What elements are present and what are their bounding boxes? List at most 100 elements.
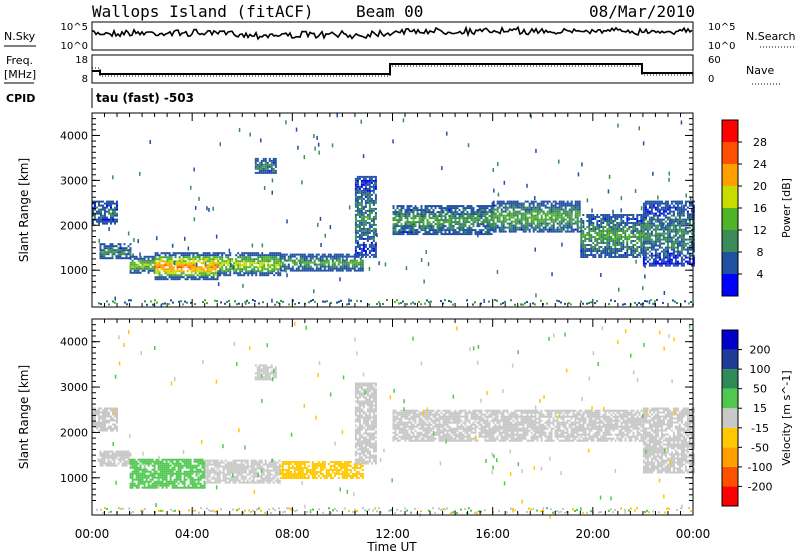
echo-cell — [249, 272, 251, 274]
echo-cell — [667, 257, 669, 259]
echo-cell — [501, 225, 503, 227]
echo-cell — [596, 214, 598, 216]
echo-cell — [481, 229, 483, 231]
echo-cell — [618, 250, 620, 252]
echo-cell — [594, 250, 596, 252]
echo-cell — [413, 231, 415, 233]
echo-cell — [359, 214, 361, 216]
echo-cell — [545, 227, 547, 229]
echo-cell — [116, 251, 118, 253]
echo-cell — [326, 266, 328, 268]
echo-cell — [651, 235, 653, 237]
speckle-echo — [193, 168, 195, 172]
echo-cell — [529, 231, 531, 233]
echo-cell — [685, 255, 687, 257]
echo-cell — [171, 254, 173, 256]
echo-cell — [495, 213, 497, 215]
echo-cell — [138, 469, 140, 471]
echo-cell — [441, 231, 443, 233]
echo-cell — [645, 209, 647, 211]
echo-cell — [363, 226, 365, 228]
echo-cell — [431, 227, 433, 229]
echo-cell — [144, 270, 146, 272]
echo-cell — [649, 237, 651, 239]
echo-cell — [485, 207, 487, 209]
echo-cell — [571, 209, 573, 211]
echo-cell — [142, 258, 144, 260]
echo-cell — [152, 260, 154, 262]
echo-cell — [363, 188, 365, 190]
echo-cell — [596, 216, 598, 218]
echo-cell — [259, 260, 261, 262]
echo-cell — [373, 202, 375, 204]
echo-cell — [363, 190, 365, 192]
speckle-echo — [468, 143, 470, 147]
echo-cell — [279, 274, 281, 276]
echo-cell — [128, 257, 130, 259]
echo-cell — [269, 166, 271, 168]
echo-cell — [355, 200, 357, 202]
echo-cell — [197, 274, 199, 276]
echo-cell — [344, 266, 346, 268]
echo-cell — [651, 233, 653, 235]
echo-cell — [217, 252, 219, 254]
echo-cell — [483, 221, 485, 223]
echo-cell — [529, 207, 531, 209]
echo-cell — [606, 222, 608, 224]
echo-cell — [681, 245, 683, 247]
echo-cell — [610, 232, 612, 234]
echo-cell — [324, 260, 326, 262]
echo-cell — [675, 221, 677, 223]
echo-cell — [667, 237, 669, 239]
echo-cell — [584, 234, 586, 236]
echo-cell — [120, 249, 122, 251]
echo-cell — [189, 252, 191, 254]
echo-cell — [431, 207, 433, 209]
echo-cell — [579, 213, 581, 215]
echo-cell — [577, 209, 579, 211]
echo-cell — [413, 211, 415, 213]
near-range-cell — [156, 302, 158, 304]
speckle-echo — [304, 155, 306, 159]
echo-cell — [397, 213, 399, 215]
echo-cell — [567, 221, 569, 223]
echo-cell — [369, 198, 371, 200]
echo-cell — [669, 233, 671, 235]
echo-cell — [681, 225, 683, 227]
echo-cell — [515, 201, 517, 203]
echo-cell — [671, 219, 673, 221]
echo-cell — [209, 274, 211, 276]
echo-cell — [112, 203, 114, 205]
echo-cell — [671, 223, 673, 225]
echo-cell — [124, 247, 126, 249]
echo-cell — [491, 219, 493, 221]
echo-cell — [606, 228, 608, 230]
echo-cell — [342, 268, 344, 270]
echo-cell — [659, 257, 661, 259]
echo-cell — [435, 229, 437, 231]
echo-cell — [620, 254, 622, 256]
near-range-cell — [558, 300, 560, 302]
echo-cell — [205, 266, 207, 268]
echo-cell — [257, 172, 259, 174]
echo-cell — [205, 278, 207, 280]
near-range-cell — [526, 301, 528, 303]
echo-cell — [367, 234, 369, 236]
echo-cell — [261, 262, 263, 264]
echo-cell — [569, 231, 571, 233]
echo-cell — [513, 211, 515, 213]
echo-cell — [527, 209, 529, 211]
echo-cell — [632, 230, 634, 232]
echo-cell — [632, 226, 634, 228]
echo-cell — [551, 211, 553, 213]
echo-cell — [355, 220, 357, 222]
echo-cell — [211, 266, 213, 268]
echo-cell — [645, 211, 647, 213]
echo-cell — [120, 251, 122, 253]
echo-cell — [98, 414, 100, 416]
echo-cell — [561, 231, 563, 233]
echo-cell — [665, 227, 667, 229]
echo-cell — [134, 485, 136, 487]
echo-cell — [645, 257, 647, 259]
echo-cell — [541, 219, 543, 221]
